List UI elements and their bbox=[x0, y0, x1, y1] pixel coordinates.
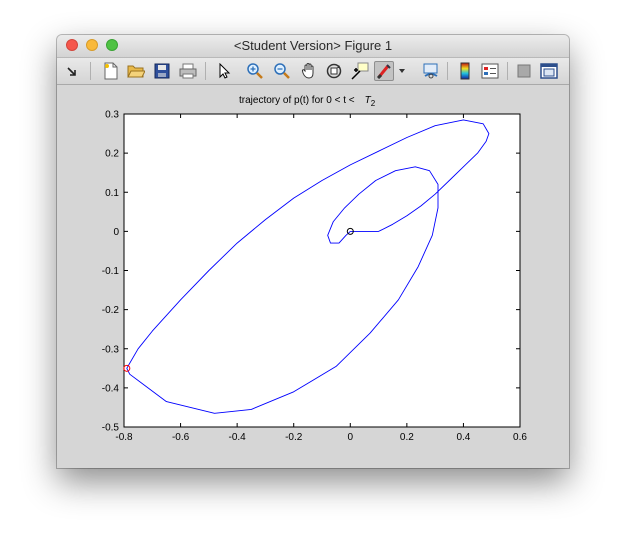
chevron-down-icon bbox=[399, 69, 405, 73]
y-tick-label: -0.5 bbox=[102, 423, 120, 434]
zoom-out-button[interactable] bbox=[272, 61, 292, 81]
data-cursor-button[interactable] bbox=[350, 61, 370, 81]
close-window-button[interactable] bbox=[66, 39, 78, 51]
x-tick-labels: -0.8 -0.6 -0.4 -0.2 0 0.2 0.4 0.6 bbox=[115, 432, 527, 443]
colorbar-icon bbox=[460, 62, 470, 80]
print-figure-button[interactable] bbox=[178, 61, 198, 81]
y-tick-label: 0.2 bbox=[105, 149, 119, 160]
toolbar-separator bbox=[447, 62, 448, 80]
brush-button[interactable] bbox=[374, 61, 394, 81]
y-tick-label: -0.2 bbox=[102, 305, 120, 316]
minimize-window-button[interactable] bbox=[86, 39, 98, 51]
save-disk-icon bbox=[154, 63, 170, 79]
toolbar-separator bbox=[205, 62, 206, 80]
hide-plot-tools-button[interactable] bbox=[514, 61, 534, 81]
title-bar[interactable]: <Student Version> Figure 1 bbox=[57, 35, 569, 58]
show-tools-icon bbox=[540, 63, 558, 79]
hide-tools-icon bbox=[517, 64, 531, 78]
end-point-marker bbox=[123, 364, 131, 372]
dock-arrow-icon bbox=[67, 67, 76, 76]
pan-button[interactable] bbox=[299, 61, 319, 81]
y-tick-labels: 0.3 0.2 0.1 0 -0.1 -0.2 -0.3 -0.4 -0.5 bbox=[102, 110, 120, 434]
toolbar-separator bbox=[90, 62, 91, 80]
brush-icon bbox=[376, 64, 391, 79]
x-tick-label: 0 bbox=[348, 432, 354, 443]
x-tick-label: 0.4 bbox=[456, 432, 470, 443]
zoom-in-button[interactable] bbox=[245, 61, 265, 81]
new-figure-button[interactable] bbox=[101, 61, 121, 81]
zoom-window-button[interactable] bbox=[106, 39, 118, 51]
link-plot-icon bbox=[423, 63, 438, 79]
window-title: <Student Version> Figure 1 bbox=[233, 38, 393, 53]
link-plot-button[interactable] bbox=[421, 61, 441, 81]
zoom-out-icon bbox=[274, 63, 290, 79]
axes-box bbox=[123, 113, 521, 428]
edit-plot-button[interactable] bbox=[214, 61, 234, 81]
new-file-icon bbox=[104, 62, 118, 80]
brush-menu-button[interactable] bbox=[397, 61, 407, 81]
legend-icon bbox=[481, 63, 499, 79]
plot-area: -0.8 -0.6 -0.4 -0.2 0 0.2 0.4 0.6 0.30.20.10-0.… bbox=[102, 95, 528, 443]
x-tick-label: 0.6 bbox=[513, 432, 527, 443]
insert-legend-button[interactable] bbox=[480, 61, 500, 81]
toolbar-separator bbox=[507, 62, 508, 80]
x-tick-label: -0.8 bbox=[115, 432, 133, 443]
rotate-3d-button[interactable] bbox=[324, 61, 344, 81]
pointer-arrow-icon bbox=[219, 63, 231, 79]
chart-title: trajectory of p(t) for 0 < t < T2 bbox=[239, 95, 376, 108]
hand-pan-icon bbox=[302, 63, 314, 79]
start-point-marker bbox=[346, 227, 354, 235]
y-tick-label: 0.3 bbox=[105, 110, 119, 121]
series-group bbox=[126, 119, 490, 414]
data-cursor-icon bbox=[351, 62, 369, 80]
show-plot-tools-button[interactable] bbox=[539, 61, 559, 81]
insert-colorbar-button[interactable] bbox=[455, 61, 475, 81]
zoom-in-icon bbox=[247, 63, 263, 79]
x-tick-label: -0.6 bbox=[172, 432, 190, 443]
rotate-3d-icon bbox=[326, 63, 342, 79]
y-tick-label: -0.1 bbox=[102, 266, 120, 277]
marker-group bbox=[123, 227, 354, 372]
dock-arrow-button[interactable] bbox=[62, 61, 82, 81]
printer-icon bbox=[179, 63, 197, 79]
save-figure-button[interactable] bbox=[152, 61, 172, 81]
open-file-button[interactable] bbox=[126, 61, 146, 81]
figure-window: <Student Version> Figure 1 bbox=[57, 35, 569, 468]
open-folder-icon bbox=[127, 65, 145, 78]
y-tick-label: 0.1 bbox=[105, 188, 119, 199]
y-tick-label: -0.3 bbox=[102, 344, 120, 355]
y-tick-label: 0 bbox=[113, 227, 119, 238]
x-tick-label: 0.2 bbox=[400, 432, 414, 443]
axis-ticks bbox=[123, 113, 521, 428]
x-tick-label: -0.4 bbox=[229, 432, 247, 443]
y-tick-label: -0.4 bbox=[102, 383, 120, 394]
figure-toolbar bbox=[57, 58, 569, 85]
x-tick-label: -0.2 bbox=[285, 432, 303, 443]
trajectory-line bbox=[126, 119, 490, 414]
